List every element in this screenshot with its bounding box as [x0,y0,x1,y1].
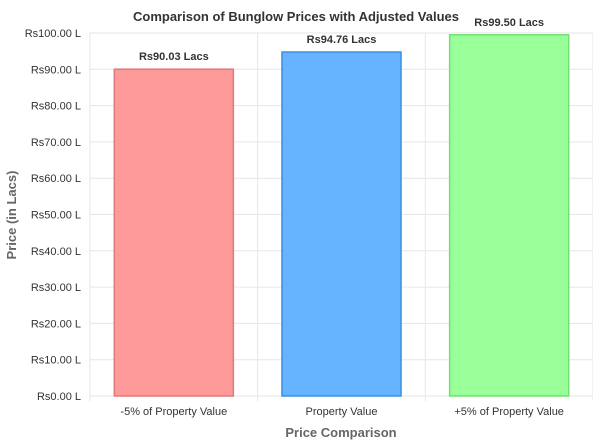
y-axis-label: Price (in Lacs) [4,171,19,260]
y-tick-label: Rs30.00 L [31,282,81,294]
data-labels: Rs90.03 Lacs Rs94.76 Lacs Rs99.50 Lacs [139,17,544,63]
x-axis-label: Price Comparison [285,425,396,440]
bar [113,68,235,397]
y-tick-label: Rs60.00 L [31,173,81,185]
y-tick-label: Rs10.00 L [31,355,81,367]
y-tick-label: Rs70.00 L [31,137,81,149]
x-axis-ticks: -5% of Property Value Property Value +5% o… [120,406,564,418]
bar-value-label: Rs94.76 Lacs [307,34,377,46]
bar-value-label: Rs99.50 Lacs [474,17,544,29]
y-tick-label: Rs0.00 L [37,391,81,403]
chart-title: Comparison of Bunglow Prices with Adjust… [133,9,459,24]
y-tick-label: Rs80.00 L [31,101,81,113]
y-tick-label: Rs20.00 L [31,318,81,330]
y-tick-label: Rs90.00 L [31,64,81,76]
bar [281,51,402,397]
y-tick-label: Rs40.00 L [31,246,81,258]
x-tick-label: -5% of Property Value [120,406,227,418]
x-tick-label: Property Value [306,406,378,418]
x-tick-label: +5% of Property Value [454,406,564,418]
bars [113,34,570,397]
y-axis-ticks: Rs0.00 L Rs10.00 L Rs20.00 L Rs30.00 L Rs40.… [25,28,81,403]
y-tick-label: Rs50.00 L [31,210,81,222]
y-tick-label: Rs100.00 L [25,28,81,40]
bar-value-label: Rs90.03 Lacs [139,51,209,63]
bar [448,34,570,397]
